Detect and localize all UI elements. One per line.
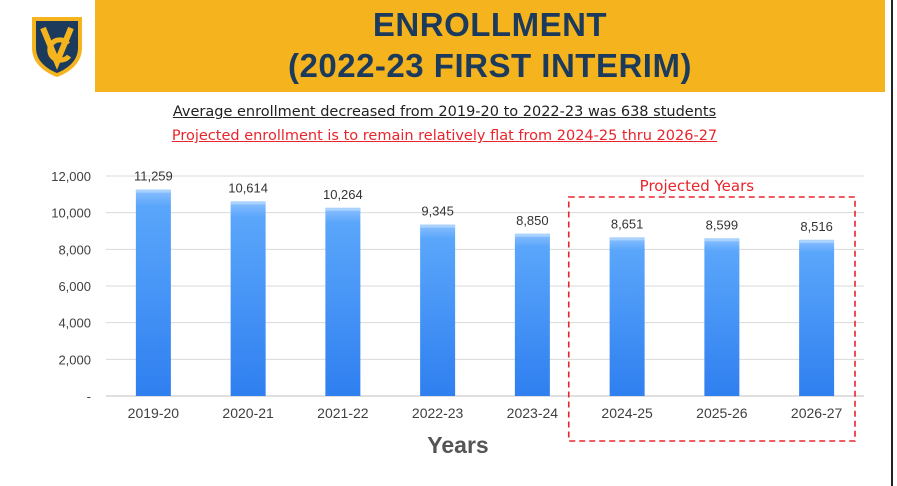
subtitle-line-1: Average enrollment decreased from 2019-2…	[172, 104, 717, 120]
y-tick-label: 10,000	[51, 206, 91, 221]
x-tick-label: 2022-23	[412, 405, 464, 421]
x-tick-label: 2023-24	[507, 405, 559, 421]
bar-top-highlight	[230, 201, 266, 205]
subtitle-line-2: Projected enrollment is to remain relati…	[171, 128, 718, 144]
data-label: 9,345	[421, 204, 454, 219]
vc-shield-icon	[32, 17, 82, 77]
title-line-1: ENROLLMENT	[372, 6, 608, 43]
bar-top-highlight	[420, 224, 456, 228]
bar-2026-27	[799, 239, 835, 396]
projected-years-box	[567, 196, 856, 442]
bar-2022-23	[420, 224, 456, 396]
bar-2023-24	[514, 233, 550, 396]
y-tick-label: 12,000	[51, 169, 91, 184]
x-tick-label: 2020-21	[222, 405, 274, 421]
y-tick-label: 8,000	[58, 242, 91, 257]
y-tick-label: -	[87, 389, 91, 404]
data-label: 11,259	[134, 169, 173, 184]
x-tick-label: 2024-25	[601, 405, 653, 421]
bar-top-highlight	[799, 239, 835, 243]
x-tick-label: 2019-20	[128, 405, 180, 421]
title-line-2: (2022-23 FIRST INTERIM)	[288, 47, 692, 84]
x-tick-label: 2026-27	[791, 405, 843, 421]
data-label: 10,614	[228, 180, 268, 195]
bar-2020-21	[230, 201, 266, 396]
right-border	[891, 0, 893, 486]
bar-2019-20	[135, 189, 171, 396]
header-band	[95, 0, 885, 92]
bar-2024-25	[609, 237, 645, 396]
data-label: 8,850	[516, 213, 549, 228]
y-tick-label: 2,000	[58, 352, 91, 367]
data-label: 8,516	[800, 219, 833, 234]
data-label: 8,651	[611, 216, 644, 231]
x-axis-title: Years	[427, 432, 488, 458]
data-label: 8,599	[706, 217, 739, 232]
bar-top-highlight	[609, 237, 645, 241]
bar-top-highlight	[135, 189, 171, 193]
y-tick-label: 6,000	[58, 279, 91, 294]
bar-top-highlight	[514, 233, 550, 237]
data-label: 10,264	[323, 187, 363, 202]
bar-top-highlight	[704, 238, 740, 242]
bar-2025-26	[704, 238, 740, 396]
bar-top-highlight	[325, 207, 361, 211]
x-tick-label: 2021-22	[317, 405, 369, 421]
bar-2021-22	[325, 207, 361, 396]
y-tick-label: 4,000	[58, 316, 91, 331]
x-tick-label: 2025-26	[696, 405, 748, 421]
page-title: ENROLLMENT (2022-23 FIRST INTERIM)	[95, 4, 885, 86]
projected-years-label: Projected Years	[640, 177, 755, 195]
